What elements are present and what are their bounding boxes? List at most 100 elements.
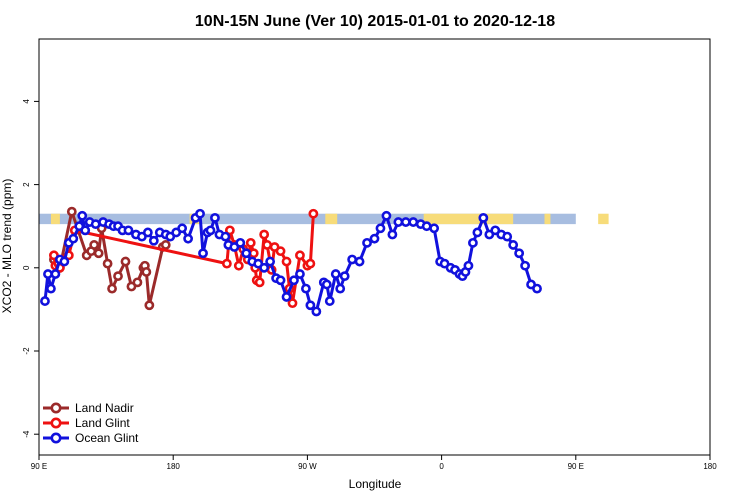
ocean-glint-point <box>77 210 88 221</box>
ocean-glint-point <box>90 219 101 230</box>
x-axis-label: Longitude <box>349 477 402 491</box>
ocean-glint-point <box>305 300 316 311</box>
ocean-glint-point <box>235 237 246 248</box>
ocean-glint-point <box>321 279 332 290</box>
x-tick-label: 90 E <box>31 462 47 471</box>
y-tick-label: 0 <box>22 265 31 270</box>
land-glint-point <box>281 256 292 267</box>
land-ocean-band <box>39 213 609 225</box>
ocean-glint-point <box>330 269 341 279</box>
chart-title: 10N-15N June (Ver 10) 2015-01-01 to 2020… <box>195 13 555 30</box>
ocean-glint-point <box>80 225 91 236</box>
ocean-glint-point <box>472 227 483 238</box>
land-nadir-point <box>113 271 123 282</box>
land-nadir-point <box>132 277 143 288</box>
legend-marker-land-nadir <box>50 402 62 414</box>
land-glint-point <box>275 246 286 257</box>
land-nadir-point <box>120 256 131 267</box>
land-glint-point <box>262 240 273 250</box>
ocean-glint-point <box>381 210 392 221</box>
y-axis-label: XCO2 - MLO trend (ppm) <box>0 179 14 314</box>
land-segment <box>50 213 60 225</box>
land-glint-point <box>233 260 244 271</box>
ocean-glint-point <box>220 231 231 242</box>
ocean-glint-point <box>508 240 519 250</box>
ocean-glint-point <box>183 233 194 244</box>
land-segment <box>544 213 551 225</box>
land-nadir-point <box>89 240 100 250</box>
ocean-glint-point <box>520 260 531 271</box>
ocean-glint-point <box>195 208 205 219</box>
x-tick-label: 180 <box>703 462 717 471</box>
legend-marker-ocean-glint <box>50 432 62 444</box>
land-nadir-point <box>93 248 104 259</box>
ocean-glint-point <box>289 275 299 286</box>
x-tick-label: 0 <box>439 462 444 471</box>
land-nadir-point <box>141 267 152 277</box>
land-nadir-point <box>107 283 117 294</box>
land-glint-point <box>245 237 256 248</box>
land-glint-point <box>287 298 298 309</box>
ocean-glint-point <box>295 269 305 279</box>
ocean-glint-point <box>468 237 478 248</box>
ocean-glint-point <box>311 306 322 317</box>
ocean-glint-point <box>532 283 542 294</box>
legend-label-land-nadir: Land Nadir <box>75 401 134 415</box>
ocean-glint-point <box>148 235 159 246</box>
ocean-glint-point <box>387 229 398 240</box>
ocean-glint-point <box>408 217 419 227</box>
land-nadir-point <box>66 206 77 217</box>
land-segment <box>598 213 609 225</box>
ocean-glint-point <box>339 271 350 282</box>
ocean-glint-point <box>463 260 474 271</box>
axes: 90 E 180 90 W 0 90 E 180 -4 -2 0 2 4 <box>22 99 717 471</box>
land-glint-point <box>308 208 319 219</box>
land-segment <box>325 213 338 225</box>
plot-frame <box>38 38 711 456</box>
land-glint-point <box>221 258 232 269</box>
x-tick-label: 90 E <box>568 462 584 471</box>
ocean-glint-point <box>514 248 525 259</box>
ocean-glint-point <box>502 231 513 242</box>
ocean-glint-point <box>50 269 61 279</box>
ocean-glint-point <box>301 283 311 294</box>
ocean-glint-point <box>210 212 220 223</box>
y-tick-label: 2 <box>22 182 31 187</box>
ocean-glint-point <box>43 269 53 279</box>
land-glint-point <box>248 248 259 259</box>
ocean-glint-point <box>281 292 292 302</box>
ocean-glint-point <box>324 296 335 306</box>
x-tick-label: 180 <box>167 462 181 471</box>
ocean-glint-point <box>177 223 188 234</box>
ocean-glint-point <box>429 223 440 234</box>
ocean-glint-point <box>123 225 134 236</box>
ocean-glint-point <box>59 256 70 267</box>
ocean-glint-point <box>421 221 432 232</box>
land-glint-point <box>259 229 270 240</box>
ocean-glint-point <box>369 233 380 244</box>
x-tick-label: 90 W <box>298 462 317 471</box>
land-glint-point <box>224 225 235 236</box>
ocean-glint-point <box>68 233 79 244</box>
legend-label-land-glint: Land Glint <box>75 416 130 430</box>
ocean-glint-point <box>375 223 386 234</box>
legend-label-ocean-glint: Ocean Glint <box>75 431 139 445</box>
land-segment <box>423 213 514 225</box>
ocean-glint-point <box>335 283 346 294</box>
land-glint-point <box>254 277 265 288</box>
ocean-glint-point <box>478 212 489 223</box>
ocean-glint-point <box>198 248 208 259</box>
ocean-glint-point <box>46 283 56 294</box>
ocean-glint-point <box>400 217 411 227</box>
y-tick-label: 4 <box>22 99 31 104</box>
ocean-glint-point <box>347 254 358 265</box>
land-glint-point <box>295 250 305 261</box>
land-nadir-point <box>160 240 171 250</box>
ocean-glint-point <box>40 296 50 306</box>
ocean-glint-point <box>354 256 365 267</box>
ocean-glint-point <box>393 217 404 227</box>
ocean-band <box>39 213 576 225</box>
y-tick-label: -2 <box>22 347 31 355</box>
